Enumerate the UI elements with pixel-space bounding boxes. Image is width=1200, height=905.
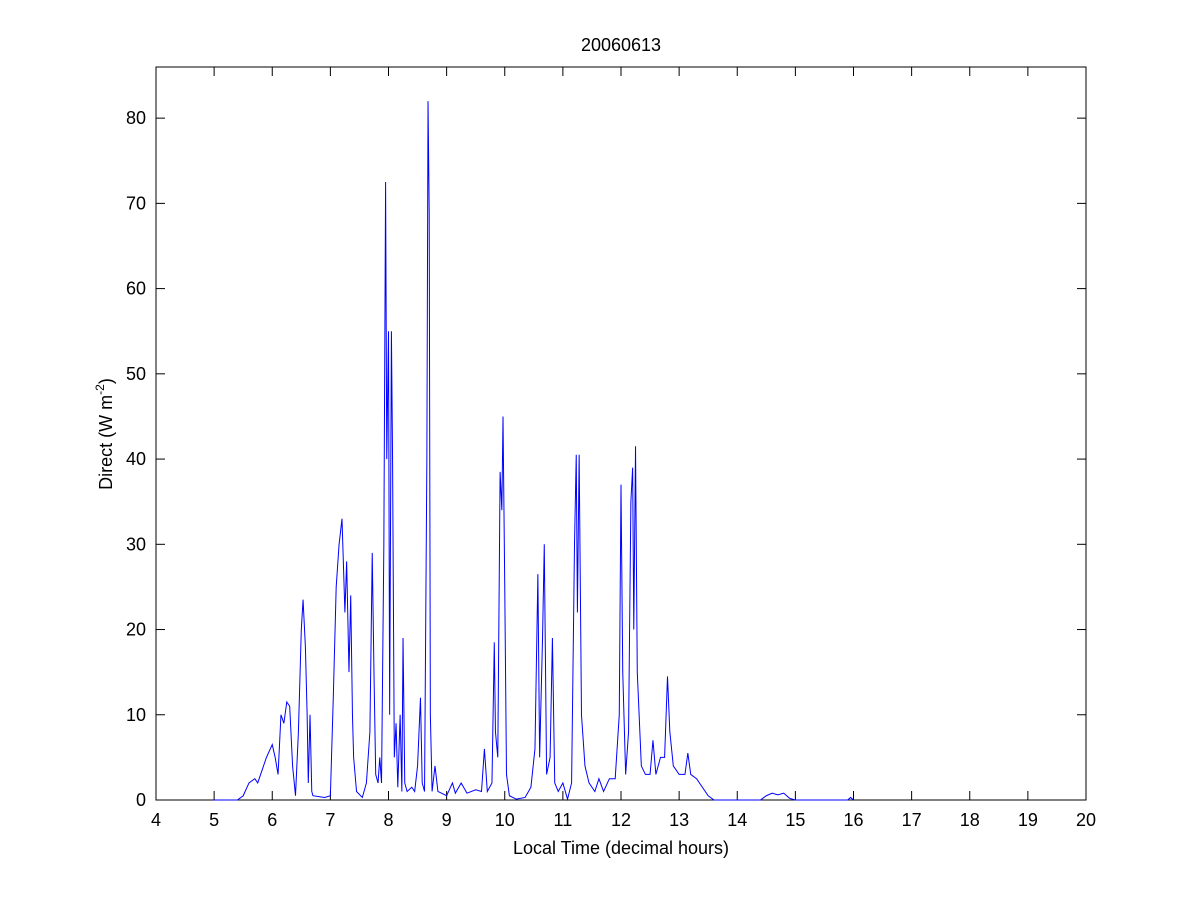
x-tick-label: 12: [611, 810, 631, 830]
x-tick-label: 8: [383, 810, 393, 830]
x-tick-label: 18: [960, 810, 980, 830]
y-tick-label: 60: [126, 279, 146, 299]
y-tick-label: 40: [126, 449, 146, 469]
y-tick-label: 0: [136, 790, 146, 810]
y-label-text: Direct (W m: [96, 395, 116, 490]
x-tick-label: 15: [785, 810, 805, 830]
y-tick-label: 20: [126, 620, 146, 640]
y-axis-label: Direct (W m-2): [93, 378, 116, 490]
x-tick-label: 6: [267, 810, 277, 830]
y-label-end: ): [96, 378, 116, 384]
x-tick-label: 14: [727, 810, 747, 830]
y-label-sup: -2: [93, 384, 107, 395]
x-tick-label: 20: [1076, 810, 1096, 830]
x-tick-label: 9: [442, 810, 452, 830]
x-tick-label: 13: [669, 810, 689, 830]
y-tick-label: 50: [126, 364, 146, 384]
y-tick-label: 80: [126, 108, 146, 128]
y-tick-label: 70: [126, 193, 146, 213]
x-tick-label: 11: [554, 810, 573, 830]
x-tick-label: 4: [151, 810, 161, 830]
chart-title: 20060613: [581, 35, 661, 55]
x-tick-label: 10: [495, 810, 515, 830]
data-line: [214, 101, 854, 802]
x-tick-label: 16: [843, 810, 863, 830]
x-tick-label: 5: [209, 810, 219, 830]
x-tick-label: 17: [902, 810, 922, 830]
x-tick-label: 7: [325, 810, 335, 830]
y-tick-label: 30: [126, 534, 146, 554]
y-tick-label: 10: [126, 705, 146, 725]
x-axis-label: Local Time (decimal hours): [513, 838, 729, 858]
x-tick-label: 19: [1018, 810, 1038, 830]
